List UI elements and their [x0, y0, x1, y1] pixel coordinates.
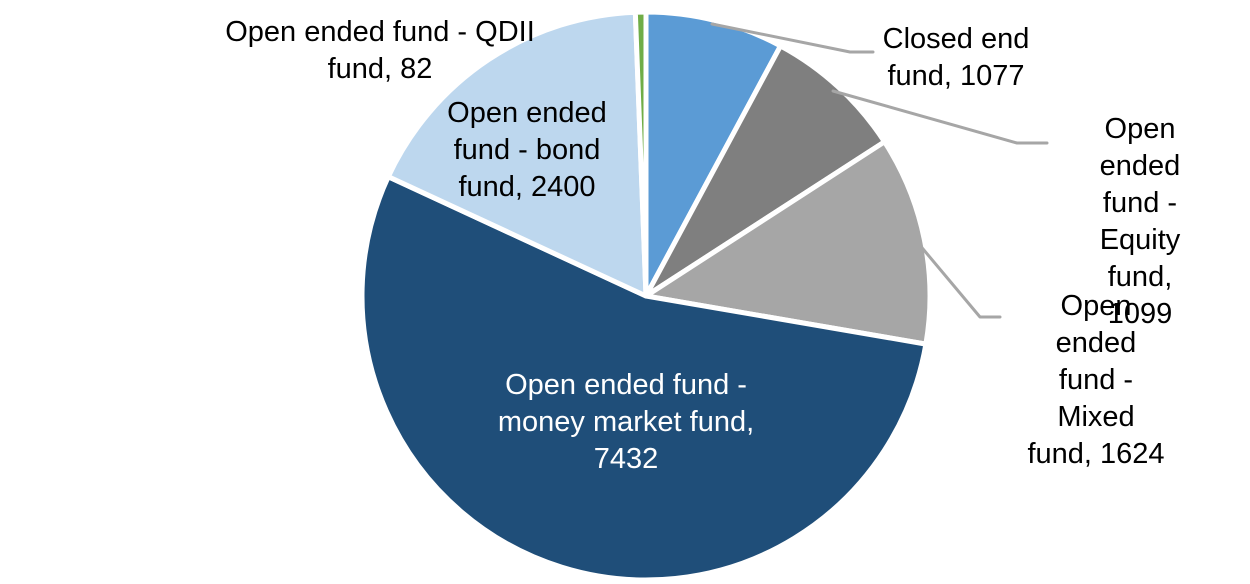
pie-slice-open-ended-fund-qdii-fund [632, 9, 649, 299]
data-label-closed-end-fund: Closed end fund, 1077 [882, 23, 1030, 92]
data-label-open-ended-money-market-fund: Open ended fund - money market fund, 743… [497, 369, 755, 475]
pie-slice-open-ended-fund-mixed-fund [643, 139, 933, 347]
pie-slice-closed-end-fund [643, 9, 784, 299]
leader-line-closed-end-fund [710, 22, 875, 54]
pie-slice-open-ended-fund-bond-fund [385, 9, 649, 299]
data-label-open-ended-bond-fund: Open ended fund - bond fund, 2400 [447, 97, 607, 203]
pie-slice-open-ended-fund-equity-fund [643, 43, 888, 299]
pie-slices-group [359, 9, 933, 583]
leader-lines-group [710, 22, 1049, 319]
pie-slice-open-ended-fund-money-market-fund [359, 174, 929, 583]
leader-line-open-ended-mixed-fund [916, 241, 1002, 319]
data-label-open-ended-equity-fund: Open ended fund - Equity fund, 1099 [1099, 113, 1181, 330]
data-label-open-ended-qdii-fund: Open ended fund - QDII fund, 82 [225, 16, 535, 85]
data-label-open-ended-mixed-fund: Open ended fund - Mixed fund, 1624 [1027, 290, 1165, 470]
leader-line-open-ended-equity-fund [831, 89, 1049, 145]
